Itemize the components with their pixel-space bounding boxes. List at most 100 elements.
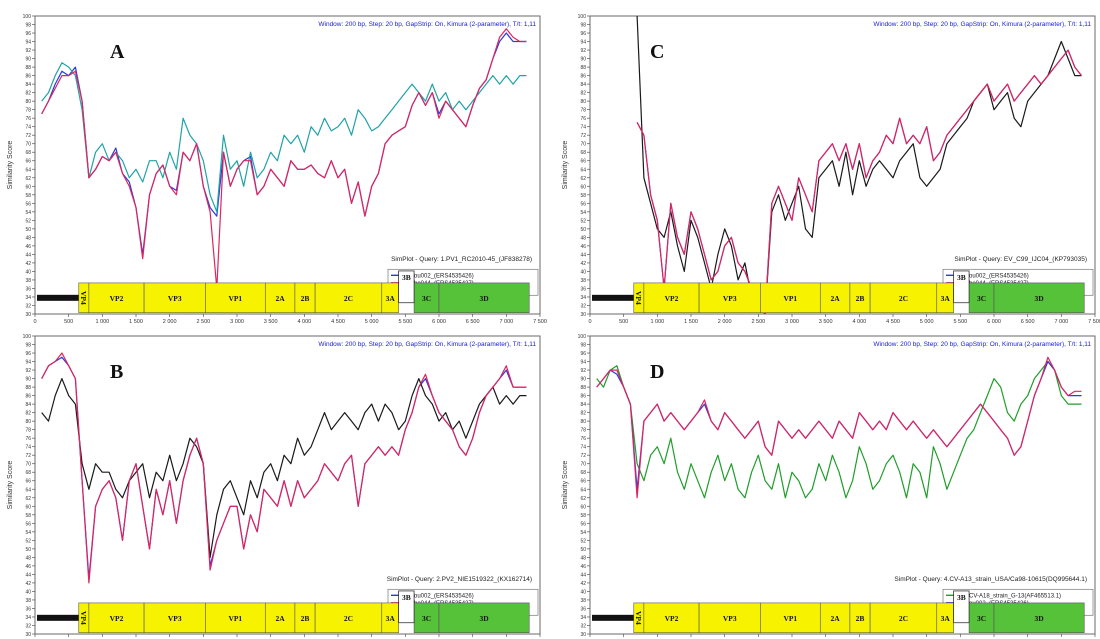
plot-frame [34, 335, 541, 635]
legend-entry: Ibou002_(ERS4535426) [409, 274, 474, 280]
y-tick-label: 32 [580, 623, 586, 629]
y-tick-label: 54 [25, 530, 31, 536]
y-tick-label: 50 [580, 547, 586, 553]
y-tick-label: 74 [580, 445, 586, 451]
gene-block-2c [314, 602, 383, 634]
gene-label: 2A [276, 294, 286, 303]
x-tick-label: 6 000 [987, 319, 1001, 325]
plot-frame [34, 15, 541, 315]
y-tick-label: 36 [25, 606, 31, 612]
query-title: SimPlot - Query: 2.PV2_NIE1519322_(KX162… [387, 576, 532, 583]
y-tick-label: 70 [580, 142, 586, 148]
gene-label: VP1 [228, 294, 242, 303]
gene-label: 3B [957, 273, 966, 282]
x-tick-label: 7 000 [499, 319, 513, 325]
y-tick-label: 92 [580, 368, 586, 374]
y-tick-label: 58 [25, 513, 31, 519]
y-tick-label: 36 [580, 286, 586, 292]
gene-block-vp1 [205, 602, 266, 634]
x-tick-label: 2 000 [163, 319, 177, 325]
gene-label: 2C [899, 294, 908, 303]
legend-entry: Ibou002_(ERS4535426) [409, 594, 474, 600]
y-tick-label: 48 [580, 235, 586, 241]
gene-label: 2A [831, 614, 841, 623]
gene-block-3c [968, 282, 995, 314]
window-params: Window: 200 bp, Step: 20 bp, GapStrip: O… [318, 21, 536, 28]
utr-bar [37, 614, 79, 621]
gene-label: 3C [977, 294, 986, 303]
gene-block-3b [398, 270, 415, 304]
y-tick-label: 38 [25, 278, 31, 284]
y-tick-label: 78 [25, 428, 31, 434]
gene-block-2a [819, 602, 851, 634]
y-tick-label: 76 [580, 116, 586, 122]
gene-label: 2C [899, 614, 908, 623]
query-title: SimPlot - Query: 4.CV-A13_strain_USA/Ca9… [894, 576, 1087, 583]
gene-block-3d [993, 282, 1085, 314]
x-tick-label: 4 000 [297, 319, 311, 325]
utr-bar [592, 294, 634, 301]
y-tick-label: 88 [580, 65, 586, 71]
gene-label: VP3 [723, 614, 737, 623]
y-tick-label: 58 [580, 513, 586, 519]
gene-block-3b [398, 590, 415, 624]
gene-label: 3B [402, 593, 411, 602]
gene-label: 3A [941, 614, 951, 623]
gene-label: 3B [402, 273, 411, 282]
x-tick-label: 5 500 [953, 319, 967, 325]
y-tick-label: 66 [25, 159, 31, 165]
gene-label: VP3 [168, 614, 182, 623]
series-line-mbo [41, 352, 527, 584]
y-tick-label: 56 [580, 201, 586, 207]
gene-label: 2C [344, 614, 353, 623]
y-tick-label: 92 [25, 48, 31, 54]
gene-block-3d [438, 602, 530, 634]
y-tick-label: 38 [25, 598, 31, 604]
y-tick-label: 100 [578, 14, 587, 20]
y-tick-label: 34 [25, 615, 31, 621]
y-tick-label: 90 [25, 57, 31, 63]
y-tick-label: 88 [580, 385, 586, 391]
gene-block-vp1 [205, 282, 266, 314]
y-tick-label: 44 [25, 252, 31, 258]
y-tick-label: 62 [25, 496, 31, 502]
y-tick-label: 96 [580, 31, 586, 37]
y-tick-label: 62 [25, 176, 31, 182]
y-tick-label: 96 [25, 31, 31, 37]
y-tick-label: 44 [580, 252, 586, 258]
x-tick-label: 7 500 [1088, 319, 1100, 325]
query-title: SimPlot - Query: 1.PV1_RC2010-45_(JF8382… [391, 256, 532, 263]
y-tick-label: 30 [580, 632, 586, 638]
gene-block-2c [314, 282, 383, 314]
y-tick-label: 82 [25, 91, 31, 97]
y-tick-label: 34 [580, 615, 586, 621]
y-tick-label: 68 [25, 150, 31, 156]
y-tick-label: 50 [25, 547, 31, 553]
y-tick-label: 80 [580, 99, 586, 105]
x-tick-label: 2 000 [718, 319, 732, 325]
y-tick-label: 86 [25, 74, 31, 80]
x-tick-label: 6 000 [432, 319, 446, 325]
y-tick-label: 86 [580, 74, 586, 80]
y-tick-label: 62 [580, 496, 586, 502]
y-tick-label: 90 [580, 57, 586, 63]
series-line-teal [41, 62, 527, 213]
y-tick-label: 98 [25, 23, 31, 29]
panel-letter: B [110, 361, 123, 383]
series-line-green [596, 360, 1082, 499]
y-tick-label: 60 [580, 184, 586, 190]
y-tick-label: 70 [25, 142, 31, 148]
gene-label: VP1 [783, 614, 797, 623]
gene-block-vp1 [760, 602, 821, 634]
panel-letter: A [110, 41, 125, 63]
x-tick-label: 0 [588, 319, 591, 325]
gene-label: VP4 [79, 291, 88, 305]
y-tick-label: 94 [580, 40, 586, 46]
series-line-mbo [596, 356, 1082, 499]
y-tick-label: 64 [25, 167, 31, 173]
simplot-panel-c: 30 32 34 36 38 40 42 44 46 48 50 52 54 56 58 60 62 64 66 68… [562, 14, 1100, 325]
y-tick-label: 84 [580, 402, 586, 408]
y-tick-label: 48 [580, 555, 586, 561]
y-tick-label: 42 [580, 581, 586, 587]
x-tick-label: 3 500 [264, 319, 278, 325]
